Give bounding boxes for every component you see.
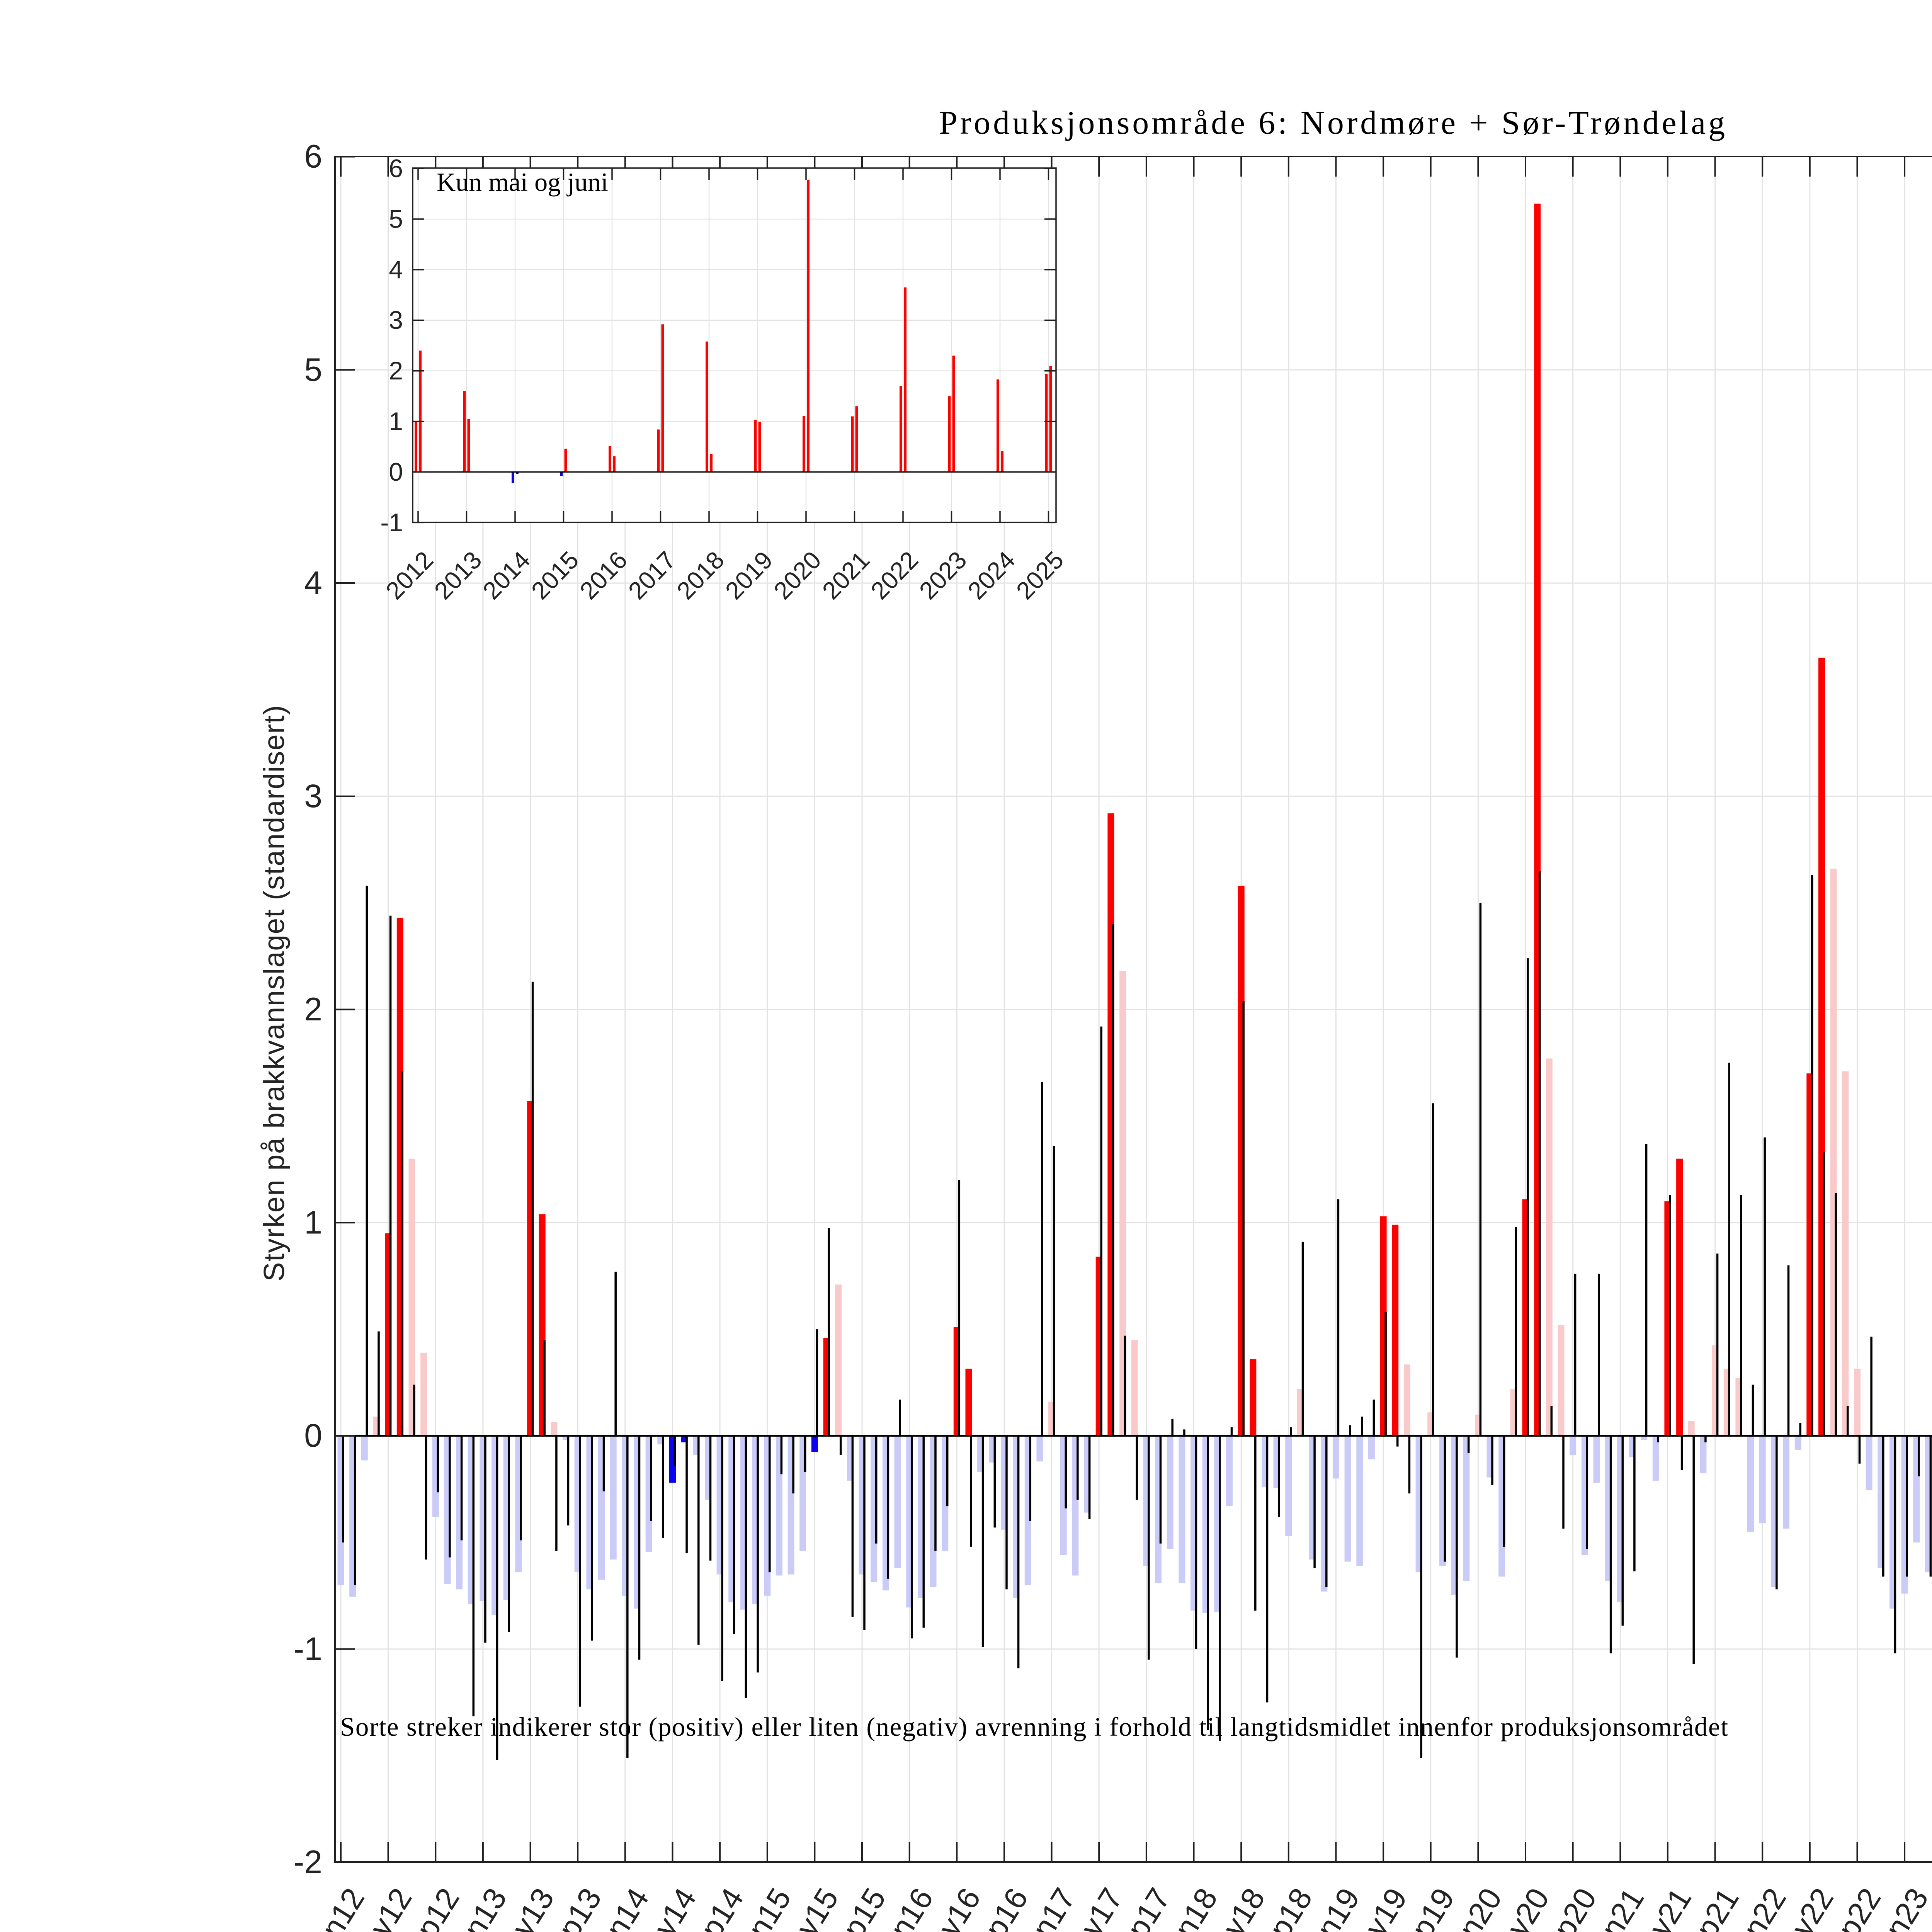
svg-text:Styrken på brakkvannslaget (st: Styrken på brakkvannslaget (standardiser… [258,705,290,1282]
svg-text:5: 5 [304,351,322,388]
svg-text:3: 3 [304,778,322,814]
svg-text:4: 4 [389,255,403,284]
svg-text:Kun mai og juni: Kun mai og juni [437,167,608,197]
svg-text:0: 0 [304,1417,322,1454]
svg-text:5: 5 [389,204,403,233]
svg-text:2: 2 [304,991,322,1027]
svg-text:-1: -1 [293,1631,322,1667]
svg-text:Sorte streker indikerer stor (: Sorte streker indikerer stor (positiv) e… [340,1712,1729,1742]
svg-text:6: 6 [389,154,403,183]
svg-text:1: 1 [389,407,403,435]
svg-text:1: 1 [304,1204,322,1240]
svg-text:4: 4 [304,565,322,601]
svg-text:3: 3 [389,306,403,334]
svg-text:Produksjonsområde 6: Nordmøre: Produksjonsområde 6: Nordmøre + Sør-Trøn… [939,104,1728,141]
svg-text:2: 2 [389,356,403,385]
svg-text:0: 0 [389,457,403,486]
svg-text:-2: -2 [293,1844,322,1880]
svg-text:-1: -1 [380,508,403,537]
svg-text:6: 6 [304,138,322,175]
